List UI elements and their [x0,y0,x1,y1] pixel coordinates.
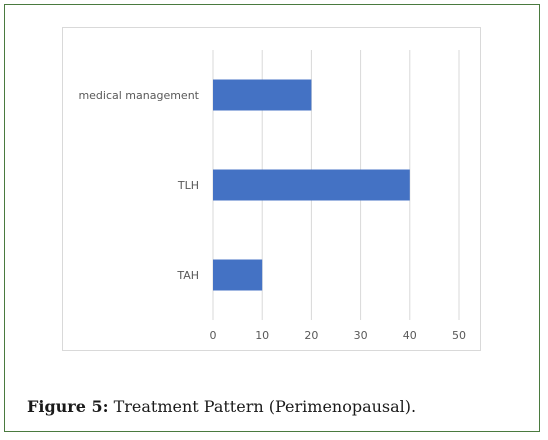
bar-2 [213,259,263,291]
category-label-1: TLH [177,179,199,192]
x-tick-label-1: 10 [255,329,269,342]
bar-1 [213,169,410,201]
category-label-0: medical management [78,89,199,102]
bar-0 [213,79,312,111]
bar-chart: 0 10 20 30 40 50 medical management TLH TAH [78,50,466,342]
x-tick-label-5: 50 [452,329,466,342]
chart-panel: 0 10 20 30 40 50 medical management TLH TAH [62,27,481,351]
x-tick-label-0: 0 [210,329,217,342]
caption-label: Figure 5: [27,397,109,416]
category-label-2: TAH [176,269,199,282]
caption-text: Treatment Pattern (Perimenopausal). [108,397,417,416]
x-tick-label-3: 30 [354,329,368,342]
figure-caption: Figure 5: Treatment Pattern (Perimenopau… [27,397,416,416]
x-tick-label-4: 40 [403,329,417,342]
x-tick-label-2: 20 [304,329,318,342]
